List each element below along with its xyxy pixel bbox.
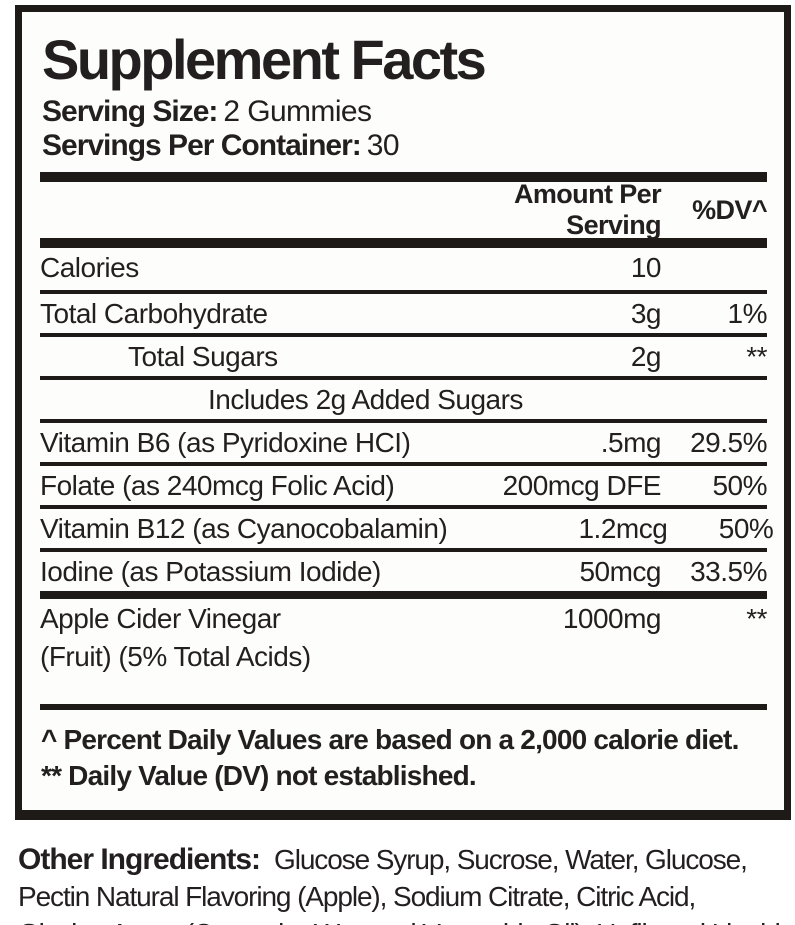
nutrient-name: Total Sugars (128, 341, 278, 372)
nutrient-dv: 1% (727, 298, 768, 329)
other-ingredients-section: Other Ingredients: Glucose Syrup, Sucrose… (18, 841, 785, 925)
supplement-facts-panel: Supplement Facts Serving Size: 2 Gummies … (15, 5, 791, 820)
table-row-folate: Folate (as 240mcg Folic Acid) 200mcg DFE… (40, 462, 768, 505)
table-row-total-sugars: Total Sugars 2g ** (40, 333, 768, 376)
nutrient-dv: 50% (712, 470, 767, 501)
nutrient-amount: 2g (630, 341, 662, 372)
nutrient-name: Includes 2g Added Sugars (208, 384, 523, 415)
divider-thick-header (40, 238, 767, 248)
column-header-amount: Amount Per Serving (513, 179, 662, 240)
nutrient-name-line2: (Fruit) (5% Total Acids) (40, 641, 311, 672)
table-row-iodine: Iodine (as Potassium Iodide) 50mcg 33.5% (40, 548, 768, 591)
nutrient-amount: 1000mg (562, 603, 662, 634)
servings-per-container-line: Servings Per Container: 30 (42, 129, 767, 163)
footnote-percent-dv: ^ Percent Daily Values are based on a 2,… (41, 724, 739, 755)
nutrient-dv: 50% (718, 513, 774, 544)
nutrient-name: Iodine (as Potassium Iodide) (40, 556, 381, 587)
nutrient-dv: ** (746, 603, 767, 634)
table-row-added-sugars: Includes 2g Added Sugars 4% (40, 376, 767, 419)
column-header-dv: %DV^ (692, 194, 767, 225)
nutrient-dv: 4% (743, 381, 795, 419)
nutrient-amount: 1.2mcg (578, 513, 668, 544)
nutrient-name: Folate (as 240mcg Folic Acid) (40, 470, 395, 501)
footnotes: ^ Percent Daily Values are based on a 2,… (40, 704, 767, 810)
table-header-row: Amount Per Serving %DV^ (40, 179, 768, 240)
nutrient-amount: 10 (630, 252, 662, 283)
serving-size-value: 2 Gummies (223, 95, 372, 128)
table-row-apple-cider-vinegar: Apple Cider Vinegar (Fruit) (5% Total Ac… (40, 591, 768, 704)
serving-size-label: Serving Size: (42, 95, 218, 128)
nutrient-amount: 200mcg DFE (502, 470, 662, 501)
nutrient-dv: ** (746, 341, 767, 372)
nutrient-dv: 33.5% (690, 556, 767, 587)
servings-per-container-value: 30 (366, 129, 400, 162)
nutrient-name: Vitamin B6 (as Pyridoxine HCI) (40, 427, 411, 458)
serving-size-line: Serving Size: 2 Gummies (42, 95, 767, 129)
nutrient-name: Vitamin B12 (as Cyanocobalamin) (40, 513, 448, 544)
table-row-vitamin-b12: Vitamin B12 (as Cyanocobalamin) 1.2mcg 5… (40, 505, 774, 548)
other-ingredients-label: Other Ingredients: (18, 843, 261, 876)
nutrient-name: Apple Cider Vinegar (Fruit) (5% Total Ac… (40, 600, 441, 676)
other-ingredients-text: Glucose Syrup, Sucrose, Water, Glucose, … (18, 844, 781, 925)
nutrient-dv: 29.5% (690, 427, 767, 458)
nutrient-name: Total Carbohydrate (40, 298, 268, 329)
servings-per-container-label: Servings Per Container: (42, 129, 362, 162)
footnote-dv-not-established: ** Daily Value (DV) not established. (41, 760, 477, 791)
table-row-total-carbohydrate: Total Carbohydrate 3g 1% (40, 290, 768, 333)
nutrient-amount: 3g (630, 298, 662, 329)
divider-thick-top (40, 172, 767, 182)
panel-title: Supplement Facts (42, 28, 487, 91)
nutrient-amount: .5mg (600, 427, 662, 458)
table-row-vitamin-b6: Vitamin B6 (as Pyridoxine HCI) .5mg 29.5… (40, 419, 768, 462)
table-row-calories: Calories 10 (40, 248, 767, 290)
nutrient-amount: 50mcg (579, 556, 661, 587)
nutrient-name: Calories (40, 252, 139, 283)
nutrient-name-line1: Apple Cider Vinegar (40, 603, 281, 634)
